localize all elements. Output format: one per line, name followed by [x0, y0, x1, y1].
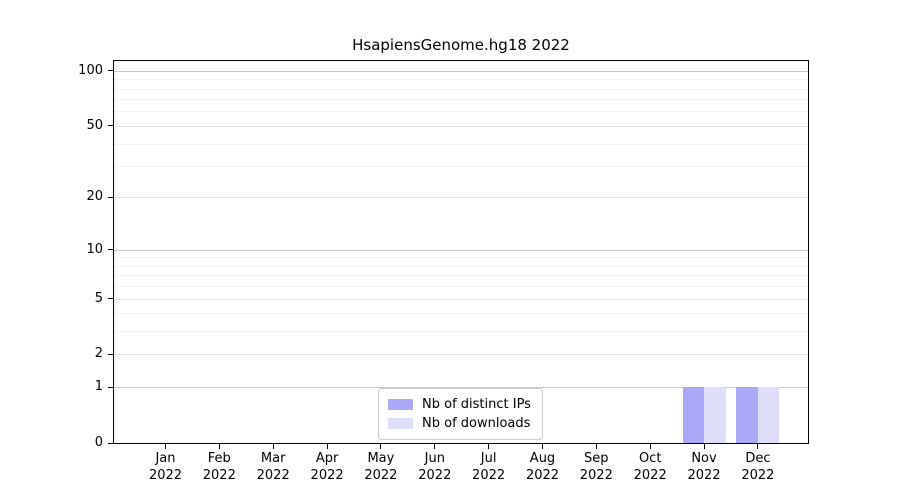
x-tick-month: Jan [155, 451, 176, 466]
x-tick-month: Jul [480, 451, 497, 466]
y-axis-tick-label: 10 [86, 241, 103, 257]
x-axis-tick-label: Jun 2022 [395, 451, 475, 484]
minor-gridline [114, 313, 808, 315]
x-axis-tick-label: Oct 2022 [610, 451, 690, 484]
x-axis-tick [542, 444, 543, 449]
major-gridline [114, 354, 808, 356]
major-gridline [114, 387, 808, 389]
x-axis-tick-label: Jan 2022 [126, 451, 206, 484]
minor-gridline [114, 79, 808, 81]
x-axis-tick-label: Jul 2022 [449, 451, 529, 484]
x-axis-tick [380, 444, 382, 449]
x-axis-tick-label: Nov 2022 [664, 451, 744, 484]
x-tick-year: 2022 [148, 467, 183, 483]
legend-label-downloads: Nb of downloads [422, 416, 531, 431]
x-tick-year: 2022 [472, 467, 506, 483]
x-tick-year: 2022 [364, 467, 398, 483]
x-tick-month: May [367, 451, 395, 466]
y-axis-tick-label: 1 [94, 379, 103, 395]
legend: Nb of distinct IPs Nb of downloads [378, 388, 543, 440]
x-axis-tick [165, 444, 166, 449]
x-tick-month: Apr [315, 451, 339, 466]
y-axis-tick [108, 70, 113, 72]
minor-gridline [114, 331, 808, 333]
x-axis-tick [595, 444, 597, 449]
x-axis-tick-label: Feb 2022 [179, 451, 259, 484]
x-tick-month: Mar [260, 451, 286, 466]
legend-swatch-downloads [388, 418, 413, 429]
legend-label-distinct-ips: Nb of distinct IPs [422, 397, 531, 412]
x-tick-month: Aug [529, 451, 556, 466]
bar-downloads [704, 387, 726, 443]
y-axis-tick [108, 298, 113, 299]
chart-title: HsapiensGenome.hg18 2022 [352, 36, 570, 54]
major-gridline [114, 197, 808, 199]
major-gridline [114, 298, 808, 300]
x-axis-tick [434, 444, 436, 449]
minor-gridline [114, 257, 808, 259]
minor-gridline [114, 111, 808, 113]
minor-gridline [114, 166, 808, 167]
x-axis-tick-label: Sep 2022 [556, 451, 636, 484]
minor-gridline [114, 99, 808, 101]
minor-gridline [114, 286, 808, 288]
minor-gridline [114, 275, 808, 277]
y-axis-tick-label: 50 [86, 117, 103, 133]
x-axis-tick-label: Apr 2022 [287, 451, 367, 484]
x-axis-tick-label: Mar 2022 [233, 451, 313, 484]
y-axis-tick [108, 125, 113, 127]
y-axis-tick [108, 196, 113, 198]
major-gridline [114, 70, 808, 72]
x-axis-tick [649, 444, 651, 449]
y-axis-tick [108, 249, 113, 251]
y-axis-tick-label: 0 [94, 435, 103, 450]
x-axis-tick-label: Aug 2022 [503, 451, 583, 484]
x-tick-year: 2022 [579, 467, 613, 483]
plot-area: Nb of distinct IPs Nb of downloads [113, 60, 809, 444]
x-tick-month: Feb [207, 451, 231, 466]
legend-entry-distinct-ips: Nb of distinct IPs [388, 395, 531, 414]
x-tick-month: Nov [691, 451, 717, 466]
x-axis-tick-label: May 2022 [341, 451, 421, 484]
x-tick-year: 2022 [633, 467, 667, 483]
legend-entry-downloads: Nb of downloads [388, 414, 531, 433]
x-axis-tick-label: Dec 2022 [718, 451, 798, 484]
y-axis-tick [108, 386, 113, 388]
x-tick-year: 2022 [741, 467, 775, 483]
x-tick-month: Sep [584, 451, 609, 466]
major-gridline [114, 249, 808, 251]
x-axis-tick [218, 444, 220, 449]
x-axis-tick [703, 444, 705, 449]
x-tick-year: 2022 [202, 467, 236, 483]
minor-gridline [114, 265, 808, 267]
x-tick-year: 2022 [418, 467, 452, 483]
x-tick-month: Dec [745, 451, 771, 466]
y-axis-tick [108, 353, 113, 355]
x-tick-year: 2022 [310, 467, 344, 483]
y-axis-tick [108, 442, 113, 444]
x-tick-year: 2022 [687, 467, 721, 483]
x-tick-month: Oct [638, 451, 662, 466]
y-axis-tick-label: 20 [86, 189, 103, 205]
y-axis-tick-label: 5 [94, 290, 103, 306]
minor-gridline [114, 143, 808, 145]
x-axis-tick [326, 444, 328, 449]
x-tick-year: 2022 [525, 467, 560, 483]
y-axis-tick-label: 2 [94, 346, 103, 362]
x-tick-year: 2022 [256, 467, 290, 483]
x-tick-month: Jun [424, 451, 445, 466]
x-axis-tick [757, 444, 759, 449]
bar-distinct-ips [736, 387, 758, 443]
x-axis-tick [272, 444, 274, 449]
x-axis-tick [488, 444, 490, 449]
bar-distinct-ips [682, 387, 704, 443]
legend-swatch-distinct-ips [388, 399, 413, 410]
bar-downloads [757, 387, 780, 443]
major-gridline [114, 125, 808, 127]
y-axis-tick-label: 100 [78, 62, 103, 78]
minor-gridline [114, 88, 808, 90]
